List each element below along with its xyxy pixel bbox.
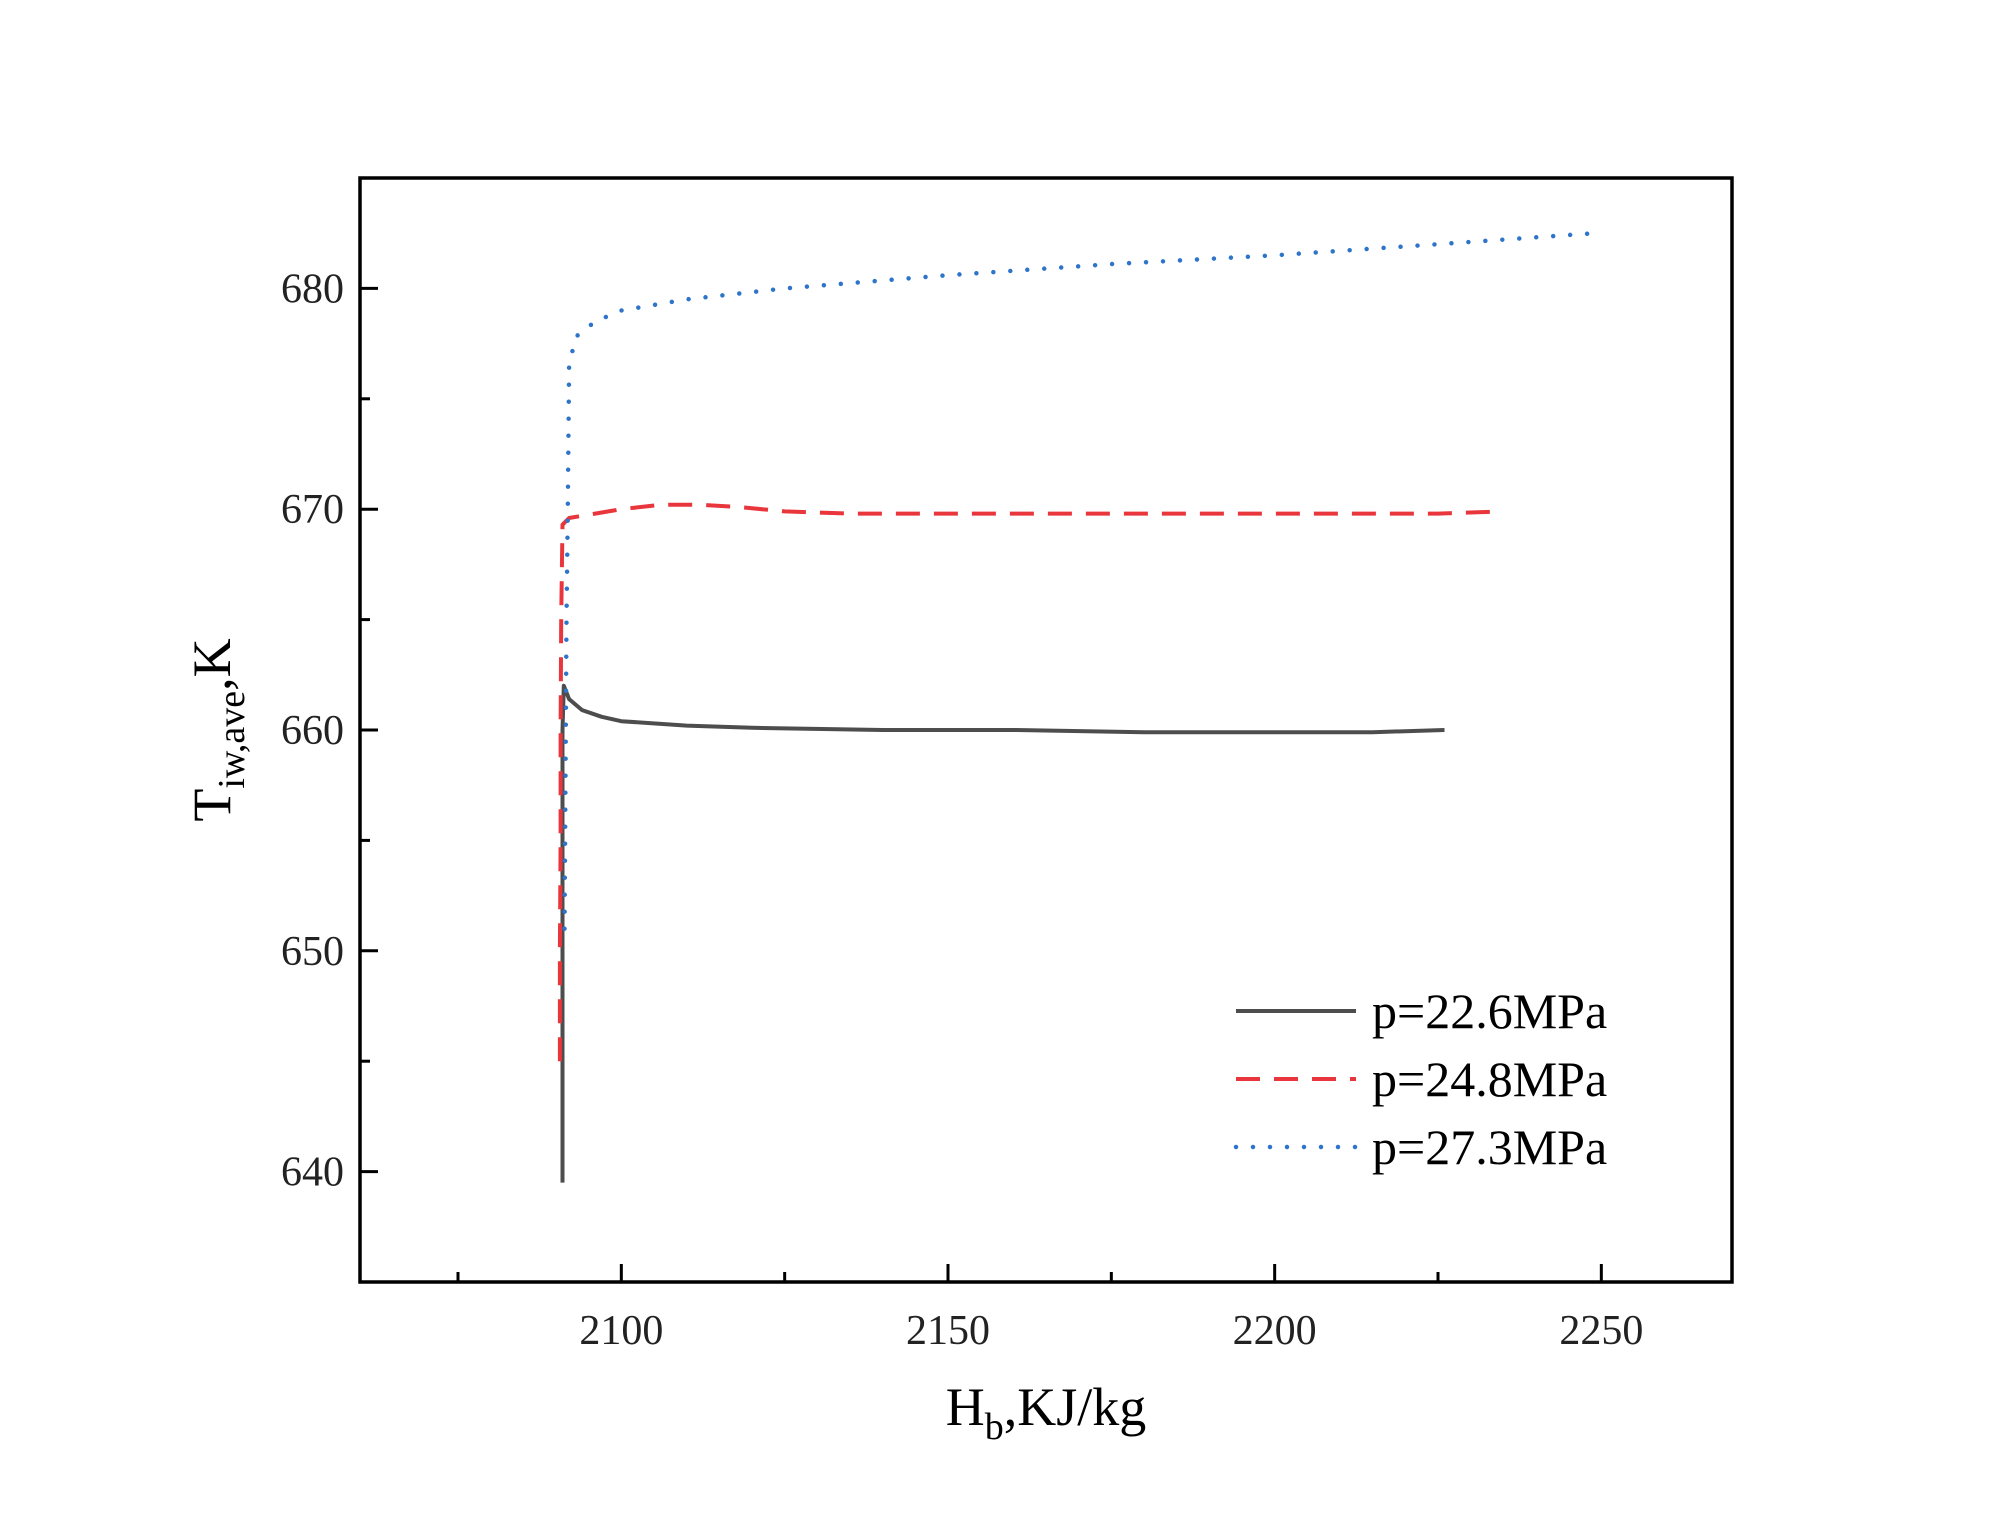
legend: p=22.6MPa p=24.8MPa p=27.3MPa: [1233, 983, 1607, 1175]
legend-label-s2: p=27.3MPa: [1372, 1119, 1607, 1175]
y-tick-label: 680: [281, 266, 344, 312]
y-tick-label: 650: [281, 929, 344, 975]
legend-label-s0: p=22.6MPa: [1372, 983, 1607, 1039]
y-axis-title-unit: ,K: [182, 638, 242, 691]
axis-ticks: [360, 286, 1603, 1282]
x-axis-title-subscript: b: [985, 1406, 1004, 1448]
x-tick-label: 2250: [1559, 1308, 1643, 1354]
series-lines: [557, 230, 1598, 1183]
x-axis-title: Hb,KJ/kg: [946, 1377, 1147, 1448]
x-tick-label: 2150: [906, 1308, 990, 1354]
series-line-2: [562, 230, 1598, 931]
tick-labels: 2100 2150 2200 2250 640 650 660 670 680: [281, 266, 1643, 1354]
x-tick-label: 2100: [579, 1308, 663, 1354]
x-axis-title-main: H: [946, 1377, 985, 1437]
x-axis-title-unit: ,KJ/kg: [1004, 1377, 1147, 1437]
y-axis-title: Tiw,ave,K: [182, 638, 253, 821]
x-tick-label: 2200: [1233, 1308, 1317, 1354]
legend-label-s1: p=24.8MPa: [1372, 1051, 1607, 1107]
y-axis-title-main: T: [182, 789, 242, 822]
y-tick-label: 660: [281, 708, 344, 754]
y-tick-label: 670: [281, 487, 344, 533]
series-line-1: [557, 502, 1504, 1062]
series-line-0: [560, 683, 1445, 1183]
y-axis-title-subscript: iw,ave: [211, 691, 253, 789]
y-tick-label: 640: [281, 1150, 344, 1196]
